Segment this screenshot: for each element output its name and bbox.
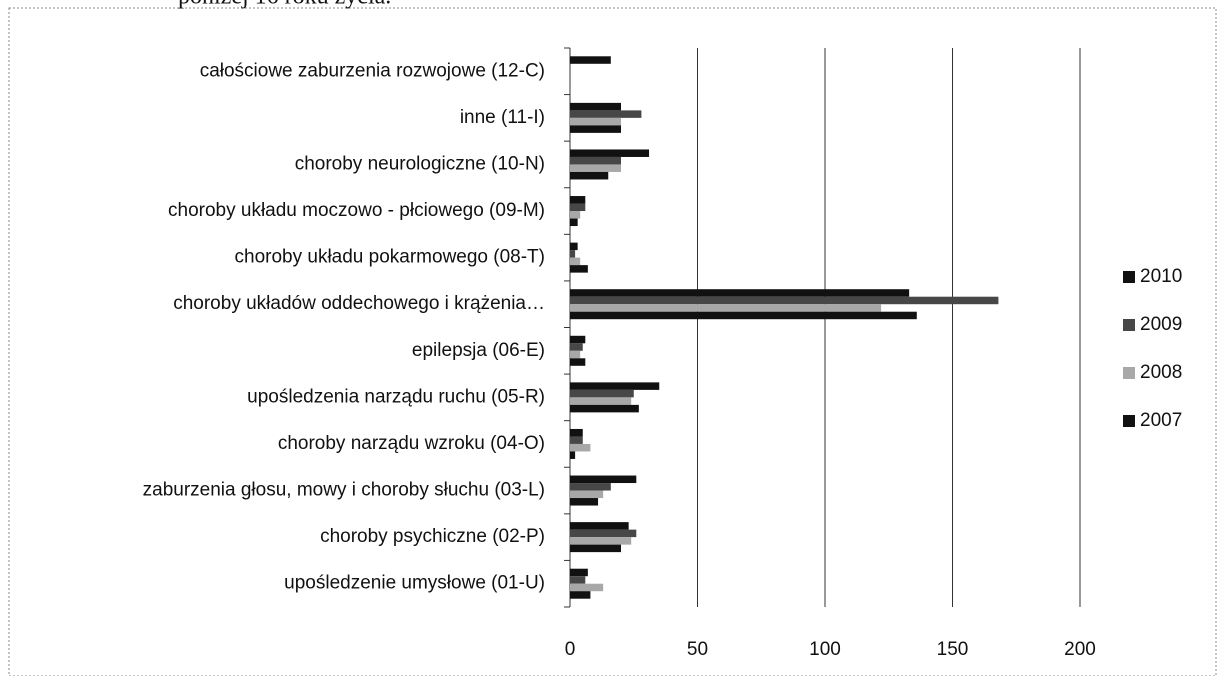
bar [570,149,650,157]
x-tick-label: 100 [809,639,841,660]
bar [570,568,588,577]
frame [8,7,1217,676]
bar [570,171,609,180]
legend-label: 2008 [1140,362,1182,383]
legend-swatch [1123,319,1135,331]
y-tick-label: choroby układów oddechowego i krążenia… [173,293,545,314]
bar [570,125,621,133]
legend-swatch [1123,415,1135,427]
bar [570,265,588,273]
legend-label: 2010 [1140,266,1182,287]
y-tick-label: choroby układu moczowo - płciowego (09-M… [168,200,545,221]
x-tick-label: 150 [937,639,969,660]
bar [570,196,586,204]
y-tick-label: choroby psychiczne (02-P) [320,526,545,547]
bar [570,382,660,390]
bar [570,537,632,545]
bar [570,203,586,212]
bar [570,522,629,530]
bar [570,304,882,312]
bar [570,218,578,227]
y-tick-label: upośledzenia narządu ruchu (05-R) [247,386,545,407]
legend-label: 2007 [1140,410,1182,431]
bar [570,404,639,413]
x-tick-label: 50 [687,639,708,660]
bar [570,164,621,172]
bar [570,483,611,491]
bar [570,498,599,506]
bar [570,156,621,165]
bar [570,242,578,251]
bar [570,257,581,266]
bar [570,56,611,64]
bar [570,389,634,398]
bar [570,102,621,111]
y-tick-label: choroby neurologiczne (10-N) [295,153,545,174]
x-tick-label: 0 [565,639,576,660]
bar [570,250,576,258]
bar [570,451,576,459]
bar [570,443,591,452]
bar [570,350,581,359]
legend-swatch [1123,271,1135,283]
y-tick-label: inne (11-I) [460,107,545,128]
bar [570,110,642,118]
bar [570,428,583,437]
bar [570,576,586,584]
y-tick-label: upośledzenie umysłowe (01-U) [284,573,545,594]
bar [570,544,621,553]
bar [570,296,999,305]
x-tick-label: 200 [1064,639,1096,660]
legend-swatch [1123,367,1135,379]
bar [570,211,581,219]
y-tick-label: całościowe zaburzenia rozwojowe (12-C) [200,60,545,81]
bar [570,397,632,405]
legend-label: 2009 [1140,314,1182,335]
y-tick-label: zaburzenia głosu, mowy i choroby słuchu … [143,480,545,501]
bar [570,436,583,444]
y-tick-label: choroby narządu wzroku (04-O) [278,433,545,454]
bar [570,311,917,320]
bar [570,289,910,297]
caption: poniżej 16 roku życia. [178,0,391,10]
bar [570,475,637,484]
y-tick-label: epilepsja (06-E) [412,340,545,361]
bar [570,343,583,351]
bar [570,117,621,126]
bar [570,529,637,538]
bar [570,583,604,592]
y-tick-label: choroby układu pokarmowego (08-T) [235,247,546,268]
bar [570,335,586,344]
bar [570,591,591,599]
bar [570,358,586,366]
bar [570,490,604,499]
